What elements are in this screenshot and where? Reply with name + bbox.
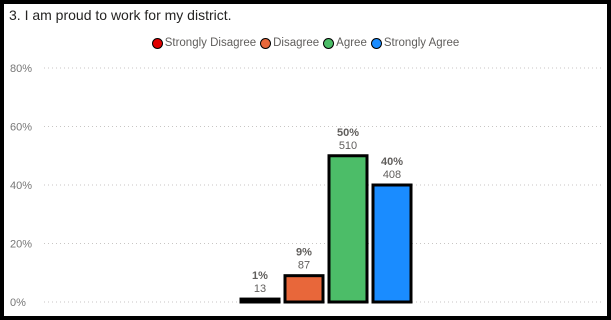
legend-label-strongly-agree: Strongly Agree <box>383 37 460 49</box>
legend-swatch-agree <box>323 37 335 49</box>
bar <box>283 274 325 304</box>
data-label-percent: 9% <box>296 247 312 259</box>
legend-swatch-disagree <box>260 37 272 49</box>
chart-title: 3. I am proud to work for my district. <box>9 7 232 23</box>
legend-label-strongly-disagree: Strongly Disagree <box>164 37 257 49</box>
y-tick-label: 0% <box>10 297 26 309</box>
data-label-count: 13 <box>254 283 266 295</box>
data-label-count: 510 <box>339 140 357 152</box>
legend-swatch-strongly-agree <box>370 37 382 49</box>
y-tick-label: 20% <box>10 239 32 251</box>
bar <box>239 297 281 304</box>
data-label-count: 87 <box>298 260 310 272</box>
data-label-count: 408 <box>383 169 401 181</box>
legend-item-strongly-disagree[interactable]: Strongly Disagree <box>151 37 257 49</box>
data-label-percent: 50% <box>337 127 359 139</box>
legend-item-disagree[interactable]: Disagree <box>260 37 319 49</box>
legend-label-agree: Agree <box>336 37 367 49</box>
legend-item-agree[interactable]: Agree <box>323 37 367 49</box>
bar <box>371 183 413 304</box>
legend: Strongly Disagree Disagree Agree Strongl… <box>4 37 607 49</box>
legend-label-disagree: Disagree <box>273 37 320 49</box>
legend-item-strongly-agree[interactable]: Strongly Agree <box>370 37 460 49</box>
bar <box>327 154 369 304</box>
y-tick-label: 60% <box>10 122 32 134</box>
y-tick-label: 80% <box>10 63 32 75</box>
data-label-percent: 40% <box>381 156 403 168</box>
legend-swatch-strongly-disagree <box>151 37 163 49</box>
chart-panel: 3. I am proud to work for my district. S… <box>4 4 607 316</box>
data-label-percent: 1% <box>252 270 268 282</box>
y-tick-label: 40% <box>10 180 32 192</box>
